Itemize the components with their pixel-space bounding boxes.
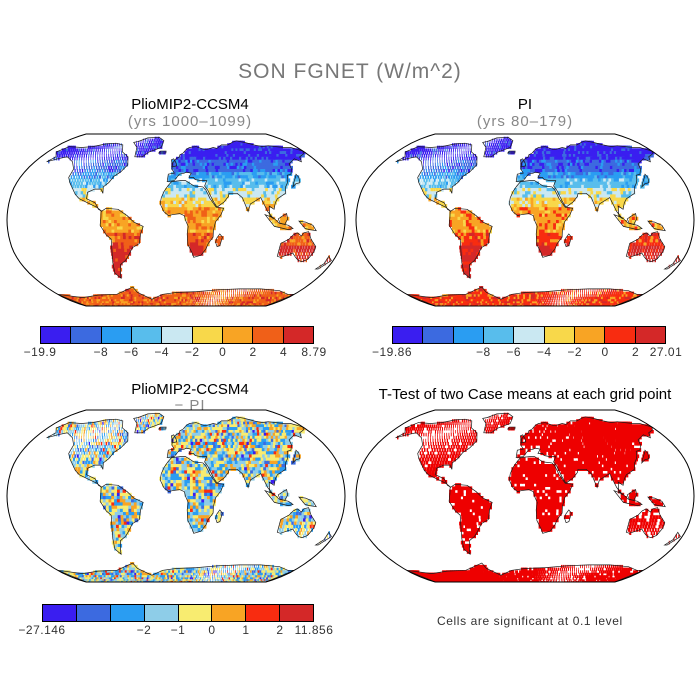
colorbar-box <box>453 327 484 343</box>
panel-pi-subtitle: (yrs 80–179) <box>476 113 574 130</box>
colorbar-label: 4 <box>279 345 288 359</box>
coastlines <box>46 136 332 306</box>
colorbar-label: 0 <box>208 623 216 637</box>
colorbar-box <box>283 327 313 343</box>
colorbar-box <box>131 327 163 343</box>
colorbar-box <box>212 605 247 621</box>
colorbar-box <box>192 327 223 343</box>
colorbar-box <box>101 327 132 343</box>
colorbar-label: 0 <box>219 345 227 359</box>
colorbar-label: 1 <box>242 623 250 637</box>
colorbar-box <box>635 327 665 343</box>
colorbar-diff-labels: −27.146 −2 −1 0 1 2 11.856 <box>18 623 333 639</box>
colorbar-box <box>246 605 281 621</box>
map-plio <box>6 133 346 307</box>
colorbar-plio-labels: −19.9 −8 −6 −4 −2 0 2 4 8.79 <box>24 345 327 361</box>
map-frame <box>6 133 346 307</box>
colorbar-label: −6 <box>506 345 522 359</box>
colorbar-diff <box>42 604 314 622</box>
colorbar-label: 0 <box>601 345 609 359</box>
map-frame <box>355 409 695 583</box>
colorbar-box <box>43 605 77 621</box>
colorbar-label: −2 <box>136 623 152 637</box>
colorbar-pi <box>392 326 666 344</box>
colorbar-label: 2 <box>249 345 257 359</box>
colorbar-box <box>41 327 72 343</box>
map-field-cells <box>48 136 331 306</box>
panel-diff-title: PlioMIP2-CCSM4 <box>131 381 249 398</box>
significance-note: Cells are significant at 0.1 level <box>437 614 623 628</box>
colorbar-label: −8 <box>475 345 491 359</box>
panel-plio-subtitle: (yrs 1000–1099) <box>127 113 253 130</box>
colorbar-box <box>253 327 284 343</box>
map-field-cells <box>397 412 680 582</box>
map-pi <box>355 133 695 307</box>
map-field-cells <box>397 136 680 306</box>
colorbar-box <box>483 327 515 343</box>
colorbar-box <box>144 605 179 621</box>
map-frame <box>6 409 346 583</box>
colorbar-box <box>110 605 145 621</box>
colorbar-pi-labels: −19.86 −8 −6 −4 −2 0 2 27.01 <box>372 345 682 361</box>
panel-ttest-title: T-Test of two Case means at each grid po… <box>378 386 672 403</box>
map-field-cells <box>48 412 331 582</box>
colorbar-box <box>71 327 102 343</box>
panel-plio-title: PlioMIP2-CCSM4 <box>131 96 249 113</box>
map-ttest <box>355 409 695 583</box>
colorbar-label: −27.146 <box>18 623 66 637</box>
colorbar-label: −2 <box>567 345 582 359</box>
colorbar-box <box>605 327 636 343</box>
colorbar-box <box>514 327 545 343</box>
colorbar-box <box>222 327 254 343</box>
colorbar-label: −19.86 <box>371 345 413 359</box>
colorbar-label: −1 <box>170 623 186 637</box>
colorbar-plio <box>40 326 314 344</box>
colorbar-label: 27.01 <box>649 345 683 359</box>
colorbar-label: 2 <box>276 623 284 637</box>
colorbar-box <box>393 327 424 343</box>
colorbar-box <box>178 605 213 621</box>
colorbar-label: 8.79 <box>301 345 327 359</box>
colorbar-label: 11.856 <box>294 623 334 637</box>
map-frame <box>355 133 695 307</box>
colorbar-label: −19.9 <box>23 345 57 359</box>
colorbar-label: 2 <box>631 345 640 359</box>
colorbar-box <box>162 327 193 343</box>
colorbar-label: −2 <box>184 345 200 359</box>
colorbar-label: −8 <box>93 345 109 359</box>
main-title: SON FGNET (W/m^2) <box>238 60 462 83</box>
panel-pi-title: PI <box>517 96 533 113</box>
coastlines <box>395 412 681 582</box>
colorbar-box <box>423 327 454 343</box>
colorbar-box <box>574 327 606 343</box>
colorbar-label: −4 <box>536 345 552 359</box>
colorbar-box <box>544 327 575 343</box>
colorbar-box <box>76 605 111 621</box>
colorbar-label: −4 <box>154 345 170 359</box>
colorbar-box <box>280 605 313 621</box>
map-diff <box>6 409 346 583</box>
colorbar-label: −6 <box>123 345 139 359</box>
